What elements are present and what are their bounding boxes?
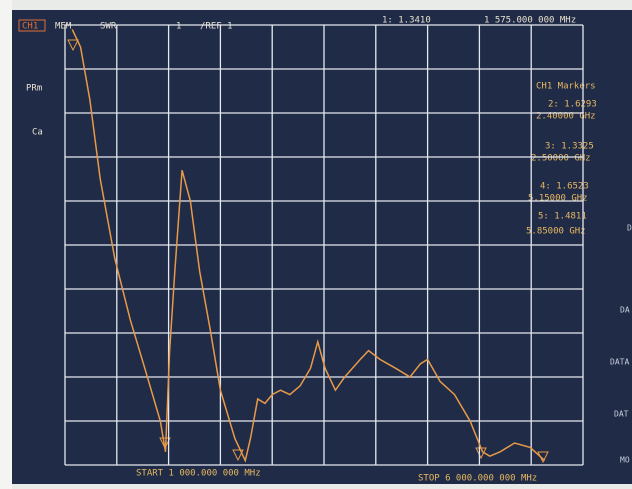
marker-value: 4: 1.6523: [540, 182, 589, 192]
bezel: [0, 0, 12, 489]
marker-frequency: 2.50000 GHz: [531, 154, 591, 164]
scale: 1: [176, 22, 181, 32]
stop-label: STOP 6 000.000 000 MHz: [418, 474, 537, 484]
marker-frequency: 1 575.000 000 MHz: [484, 16, 576, 26]
screen: [12, 10, 632, 484]
softkey: MO: [620, 456, 630, 465]
softkey: DAT MEM: [614, 410, 632, 419]
channel: CH1: [22, 22, 38, 32]
side-label: PRm: [26, 84, 42, 94]
side-label: Ca: [32, 128, 43, 138]
format: SWR: [100, 22, 117, 32]
marker-value: 3: 1.3325: [545, 142, 594, 152]
reference: /REF 1: [200, 22, 233, 32]
memory: MEM: [55, 22, 72, 32]
marker-frequency: 5.15000 GHz: [528, 194, 588, 204]
marker-frequency: 2.40000 GHz: [536, 112, 596, 122]
marker-value: 2: 1.6293: [548, 100, 597, 110]
marker-value: 5: 1.4811: [538, 212, 587, 222]
softkey: DATA: [610, 358, 629, 367]
trace: [71, 29, 546, 463]
softkey: D: [627, 224, 632, 233]
marker-frequency: 5.85000 GHz: [526, 227, 586, 237]
softkey: DA: [620, 306, 630, 315]
marker-readout: 1: 1.3410: [382, 16, 431, 26]
markers-title: CH1 Markers: [536, 82, 596, 92]
channel-box: [18, 19, 46, 32]
start-label: START 1 000.000 000 MHz: [136, 469, 261, 479]
